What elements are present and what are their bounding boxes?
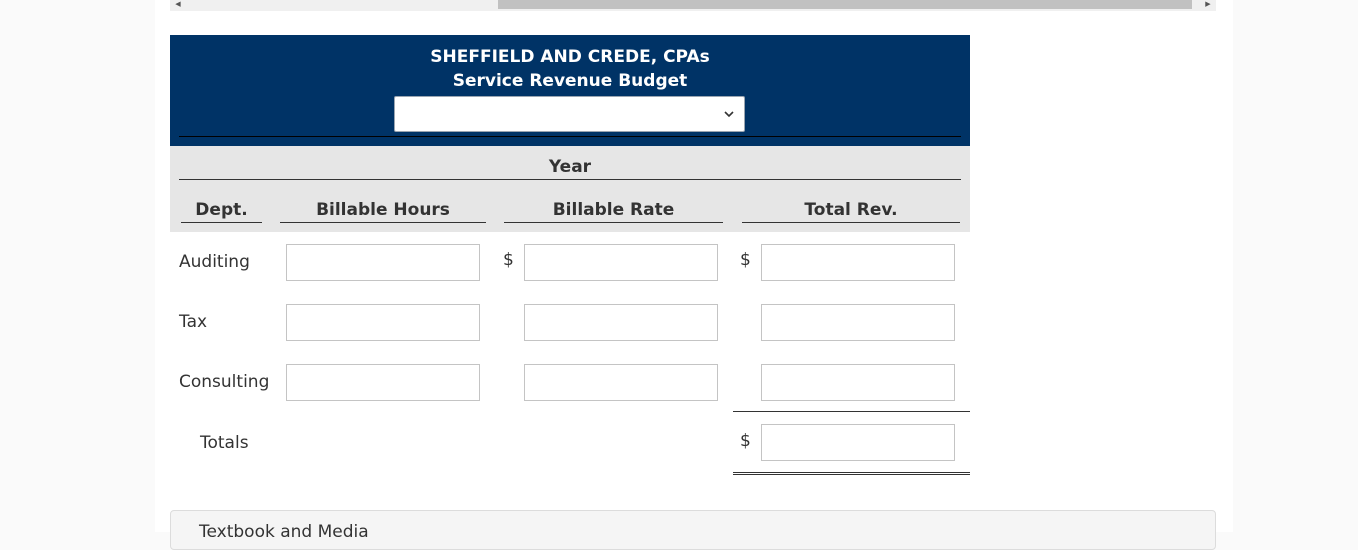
tax-hours-field[interactable] (286, 304, 480, 341)
column-header-total-revenue: Total Rev. (742, 199, 960, 223)
column-header-billable-rate: Billable Rate (504, 199, 723, 223)
row-label-auditing: Auditing (179, 252, 250, 272)
period-dropdown[interactable] (394, 96, 745, 132)
auditing-rate-input[interactable] (525, 245, 717, 280)
grand-total-double-rule (733, 472, 970, 475)
tax-total-field[interactable] (761, 304, 955, 341)
horizontal-scrollbar[interactable]: ◀ ▶ (170, 0, 1216, 11)
auditing-rate-field[interactable] (524, 244, 718, 281)
auditing-total-input[interactable] (762, 245, 954, 280)
scroll-right-icon[interactable]: ▶ (1205, 0, 1211, 8)
row-label-consulting: Consulting (179, 372, 270, 392)
consulting-hours-field[interactable] (286, 364, 480, 401)
currency-symbol: $ (740, 250, 751, 270)
tax-hours-input[interactable] (287, 305, 479, 340)
consulting-rate-field[interactable] (524, 364, 718, 401)
tax-rate-input[interactable] (525, 305, 717, 340)
budget-worksheet: SHEFFIELD AND CREDE, CPAs Service Revenu… (170, 35, 970, 475)
tax-rate-field[interactable] (524, 304, 718, 341)
column-header-dept: Dept. (181, 199, 262, 223)
consulting-hours-input[interactable] (287, 365, 479, 400)
year-divider (179, 179, 961, 180)
consulting-total-input[interactable] (762, 365, 954, 400)
budget-title: Service Revenue Budget (452, 71, 688, 91)
tax-total-input[interactable] (762, 305, 954, 340)
consulting-rate-input[interactable] (525, 365, 717, 400)
auditing-hours-input[interactable] (287, 245, 479, 280)
currency-symbol: $ (740, 431, 751, 451)
totals-label: Totals (200, 433, 249, 453)
year-heading: Year (548, 157, 592, 177)
scroll-left-icon[interactable]: ◀ (175, 0, 181, 8)
auditing-hours-field[interactable] (286, 244, 480, 281)
chevron-down-icon (724, 111, 734, 118)
scrollbar-thumb[interactable] (498, 0, 1192, 9)
textbook-media-panel[interactable]: Textbook and Media (170, 510, 1216, 550)
totals-total-input[interactable] (762, 425, 954, 460)
auditing-total-field[interactable] (761, 244, 955, 281)
consulting-total-field[interactable] (761, 364, 955, 401)
header-divider (179, 136, 961, 137)
subtotal-rule (733, 411, 970, 412)
row-label-tax: Tax (179, 312, 208, 332)
totals-total-field[interactable] (761, 424, 955, 461)
column-header-band: Year Dept. Billable Hours Billable Rate … (170, 146, 970, 232)
worksheet-header: SHEFFIELD AND CREDE, CPAs Service Revenu… (170, 35, 970, 146)
company-name: SHEFFIELD AND CREDE, CPAs (430, 47, 710, 67)
currency-symbol: $ (503, 250, 514, 270)
textbook-media-label: Textbook and Media (199, 522, 369, 542)
column-header-billable-hours: Billable Hours (280, 199, 486, 223)
